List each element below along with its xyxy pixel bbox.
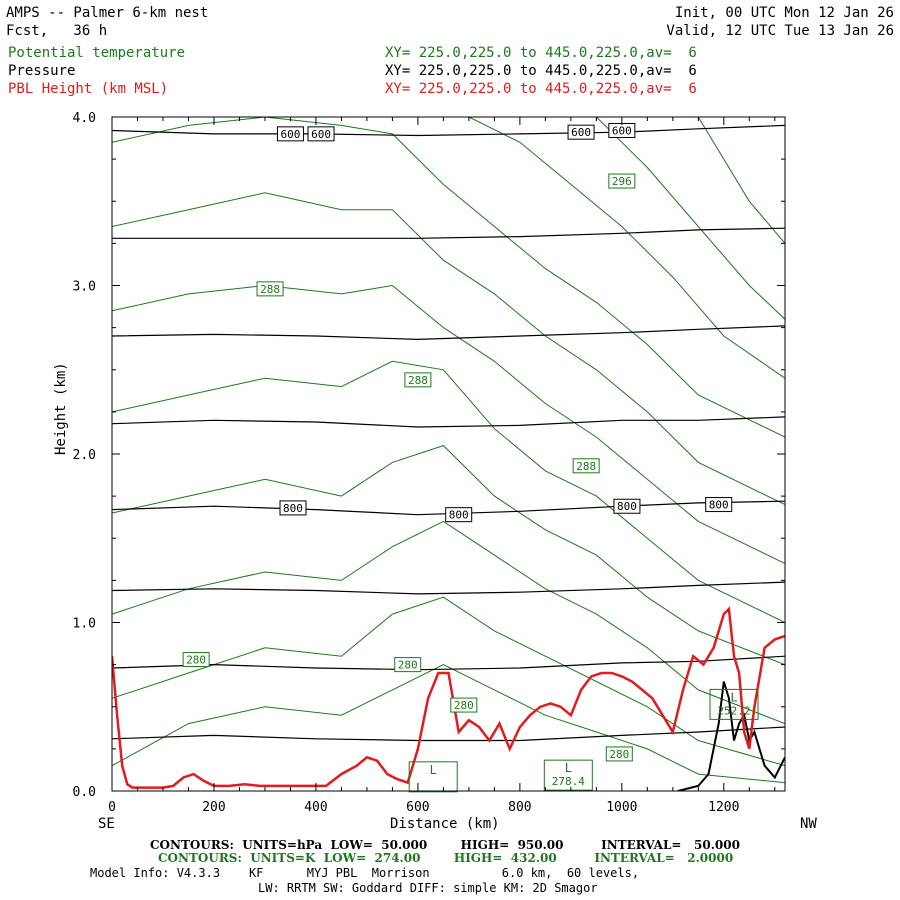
footer-pressure-contours: CONTOURS: UNITS=hPa LOW= 50.000 HIGH= 95… (150, 838, 740, 852)
svg-text:600: 600 (281, 128, 301, 141)
theta-contour-8 (468, 117, 785, 379)
theta-label-7: 280 (605, 746, 633, 762)
pbl-height-series (112, 606, 785, 789)
svg-text:L: L (430, 763, 437, 777)
field-name-theta: Potential temperature (8, 45, 186, 61)
x-tick-label-3: 600 (406, 800, 429, 815)
x-axis-label: Distance (km) (390, 816, 500, 832)
svg-text:296: 296 (612, 175, 632, 188)
svg-text:800: 800 (617, 500, 637, 513)
theta-contour-1 (112, 596, 785, 767)
theta-contours (112, 117, 785, 784)
pressure-label-0: 600 (276, 126, 304, 142)
forecast-hour: Fcst, 36 h (6, 23, 108, 39)
theta-contour-6 (112, 192, 785, 506)
low-marker-0: L (408, 761, 458, 793)
y-axis-label: Height (km) (53, 362, 69, 455)
theta-label-0: 296 (608, 173, 636, 189)
x-tick-label-1: 200 (202, 800, 225, 815)
pressure-contour-1 (112, 227, 785, 239)
footer-model-info: Model Info: V4.3.3 KF MYJ PBL Morrison 6… (90, 866, 640, 880)
field-xy-theta: XY= 225.0,225.0 to 445.0,225.0,av= 6 (385, 45, 697, 61)
chart-title: AMPS -- Palmer 6-km nest (6, 5, 209, 21)
svg-text:600: 600 (311, 128, 331, 141)
svg-text:288: 288 (408, 374, 428, 387)
field-name-pressure: Pressure (8, 63, 76, 79)
svg-text:L: L (565, 761, 572, 775)
svg-text:280: 280 (186, 654, 206, 667)
y-tick-label-4: 4.0 (73, 111, 96, 126)
x-tick-label-6: 1200 (708, 800, 739, 815)
contour-labels: 600 600 600 600 800 800 800 800 296 288 288 288 280 2… (182, 122, 759, 793)
theta-contour-4 (112, 360, 785, 623)
theta-contour-2 (112, 520, 785, 725)
axes: 0 200 400 600 800 1000 1200 0.0 1.0 2.0 3.0 4.0 (73, 111, 785, 815)
pressure-contours (112, 124, 785, 742)
pbl-height-line (112, 606, 785, 789)
theta-contour-10 (697, 117, 785, 244)
theta-contour-0 (112, 664, 785, 784)
pressure-label-3: 600 (608, 122, 636, 138)
x-tick-label-4: 800 (508, 800, 531, 815)
svg-text:252.2: 252.2 (717, 704, 750, 717)
pressure-label-7: 800 (705, 497, 733, 513)
svg-text:800: 800 (709, 499, 729, 512)
pressure-contour-3 (112, 416, 785, 428)
theta-label-5: 280 (394, 657, 422, 673)
theta-label-6: 280 (450, 697, 478, 713)
svg-text:278.4: 278.4 (552, 775, 585, 788)
pressure-contour-5 (112, 581, 785, 595)
pressure-label-4: 800 (279, 500, 307, 516)
pressure-contour-0 (112, 124, 785, 137)
theta-contour-3 (112, 445, 785, 666)
svg-text:280: 280 (609, 748, 629, 761)
theta-contour-5 (112, 284, 785, 564)
pressure-label-5: 800 (445, 507, 473, 523)
theta-label-1: 288 (256, 281, 284, 297)
footer-theta-contours: CONTOURS: UNITS=K LOW= 274.00 HIGH= 432.… (158, 851, 734, 865)
terrain-line (677, 681, 785, 791)
svg-text:280: 280 (454, 699, 474, 712)
y-tick-label-1: 1.0 (73, 617, 96, 632)
svg-text:288: 288 (576, 460, 596, 473)
y-tick-label-3: 3.0 (73, 280, 96, 295)
svg-text:280: 280 (398, 659, 418, 672)
pressure-label-1: 600 (307, 126, 335, 142)
field-xy-pbl: XY= 225.0,225.0 to 445.0,225.0,av= 6 (385, 81, 697, 97)
theta-label-2: 288 (404, 372, 432, 388)
terrain-profile (677, 681, 785, 791)
svg-text:L: L (730, 690, 737, 704)
theta-contour-7 (112, 117, 785, 438)
valid-time: Valid, 12 UTC Tue 13 Jan 26 (666, 23, 894, 39)
svg-text:800: 800 (449, 509, 469, 522)
x-tick-label-0: 0 (108, 800, 116, 815)
pressure-label-6: 800 (613, 498, 641, 514)
pressure-label-2: 600 (567, 124, 595, 140)
x-axis-left-end: SE (98, 816, 115, 832)
footer-physics: LW: RRTM SW: Goddard DIFF: simple KM: 2D… (258, 881, 598, 895)
x-tick-label-2: 400 (304, 800, 327, 815)
theta-contour-9 (596, 117, 785, 320)
svg-text:288: 288 (260, 283, 280, 296)
x-tick-label-5: 1000 (606, 800, 637, 815)
init-time: Init, 00 UTC Mon 12 Jan 26 (674, 5, 894, 21)
x-axis-right-end: NW (800, 816, 817, 832)
field-xy-pressure: XY= 225.0,225.0 to 445.0,225.0,av= 6 (385, 63, 697, 79)
field-name-pbl: PBL Height (km MSL) (8, 81, 169, 97)
svg-text:600: 600 (612, 124, 632, 137)
svg-text:600: 600 (571, 126, 591, 139)
y-tick-label-0: 0.0 (73, 785, 96, 800)
y-tick-label-2: 2.0 (73, 448, 96, 463)
theta-label-3: 288 (572, 458, 600, 474)
svg-text:800: 800 (283, 502, 303, 515)
pressure-contour-7 (112, 726, 785, 742)
theta-label-4: 280 (182, 652, 210, 668)
pressure-contour-6 (112, 655, 785, 671)
pressure-contour-2 (112, 325, 785, 341)
